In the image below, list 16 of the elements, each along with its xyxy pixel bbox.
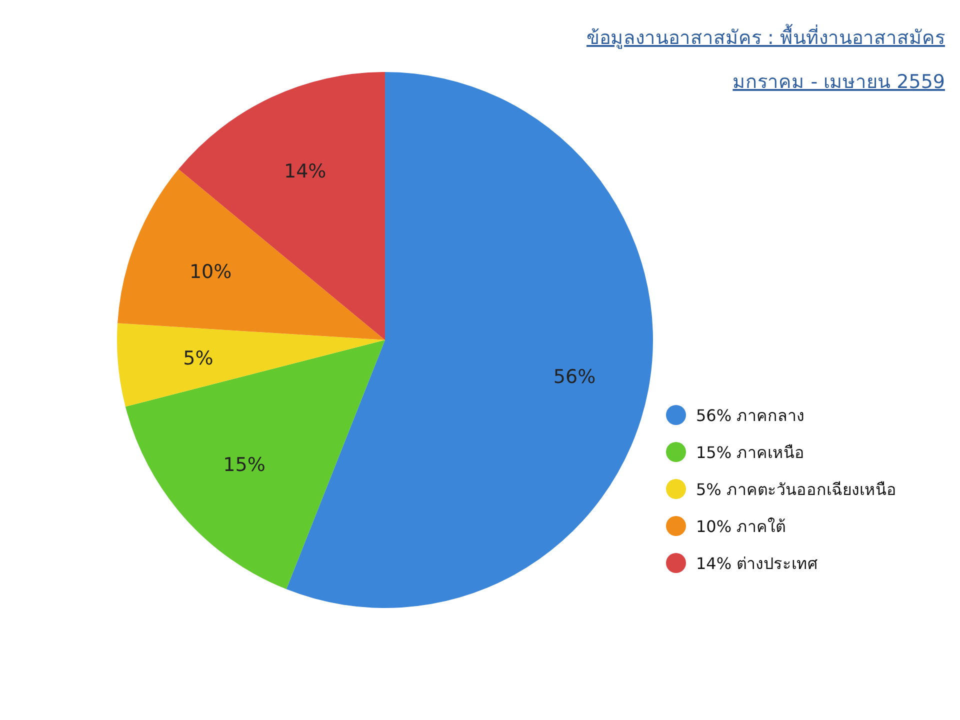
pie-slice	[286, 72, 652, 608]
chart-title: ข้อมูลงานอาสาสมัคร : พื้นที่งานอาสาสมัคร	[586, 24, 945, 49]
data-label: 10%	[189, 260, 232, 283]
pie-slice	[125, 340, 385, 590]
legend-label: 15% ภาคเหนือ	[696, 443, 805, 462]
data-label: 5%	[183, 348, 214, 370]
data-label: 56%	[553, 366, 596, 388]
legend-label: 5% ภาคตะวันออกเฉียงเหนือ	[696, 480, 896, 499]
data-label: 14%	[284, 160, 326, 182]
chart-subtitle: มกราคม - เมษายน 2559	[732, 71, 945, 93]
data-label: 15%	[223, 454, 266, 476]
legend-label: 14% ต่างประเทศ	[696, 554, 818, 573]
pie-slice	[117, 323, 385, 407]
pie-slice	[178, 72, 385, 340]
legend-label: 56% ภาคกลาง	[696, 406, 805, 425]
legend-label: 10% ภาคใต้	[696, 517, 786, 536]
